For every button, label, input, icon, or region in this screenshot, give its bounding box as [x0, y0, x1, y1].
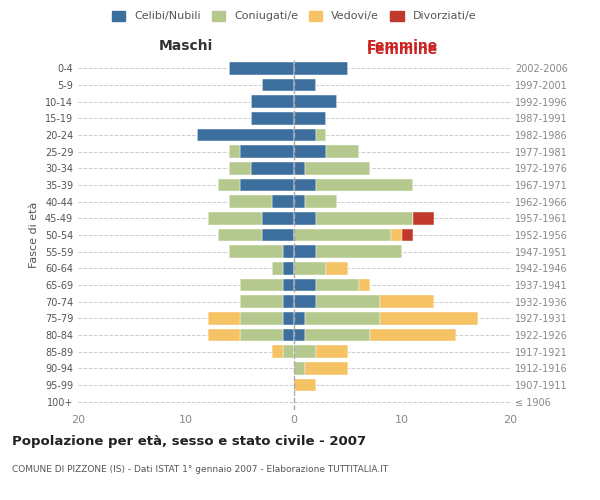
Bar [262, 212, 294, 224]
Bar [294, 379, 316, 391]
Bar [359, 279, 370, 291]
Bar [251, 112, 294, 124]
Bar [326, 146, 359, 158]
Bar [294, 346, 316, 358]
Bar [316, 212, 413, 224]
Bar [402, 229, 413, 241]
Bar [240, 296, 283, 308]
Bar [283, 329, 294, 341]
Bar [208, 212, 262, 224]
Bar [380, 296, 434, 308]
Bar [262, 229, 294, 241]
Bar [294, 246, 316, 258]
Bar [316, 296, 380, 308]
Bar [240, 179, 294, 192]
Text: Femmine: Femmine [367, 38, 437, 52]
Bar [229, 196, 272, 208]
Bar [208, 329, 240, 341]
Bar [294, 146, 326, 158]
Bar [218, 179, 240, 192]
Bar [229, 146, 240, 158]
Bar [294, 362, 305, 374]
Bar [272, 262, 283, 274]
Bar [326, 262, 348, 274]
Text: COMUNE DI PIZZONE (IS) - Dati ISTAT 1° gennaio 2007 - Elaborazione TUTTITALIA.IT: COMUNE DI PIZZONE (IS) - Dati ISTAT 1° g… [12, 465, 388, 474]
Bar [294, 212, 316, 224]
Bar [380, 312, 478, 324]
Bar [294, 262, 326, 274]
Text: Maschi: Maschi [159, 38, 213, 52]
Bar [283, 296, 294, 308]
Bar [316, 129, 326, 141]
Bar [294, 329, 305, 341]
Bar [294, 129, 316, 141]
Bar [305, 362, 348, 374]
Bar [316, 279, 359, 291]
Bar [283, 279, 294, 291]
Bar [391, 229, 402, 241]
Bar [229, 62, 294, 74]
Bar [283, 346, 294, 358]
Bar [240, 279, 283, 291]
Legend: Celibi/Nubili, Coniugati/e, Vedovi/e, Divorziati/e: Celibi/Nubili, Coniugati/e, Vedovi/e, Di… [112, 10, 476, 22]
Bar [262, 79, 294, 92]
Bar [197, 129, 294, 141]
Bar [229, 246, 283, 258]
Text: Femmine: Femmine [367, 42, 437, 56]
Bar [294, 296, 316, 308]
Bar [305, 196, 337, 208]
Bar [316, 179, 413, 192]
Bar [294, 112, 326, 124]
Bar [240, 146, 294, 158]
Bar [316, 246, 402, 258]
Bar [305, 162, 370, 174]
Bar [294, 229, 391, 241]
Bar [370, 329, 456, 341]
Bar [229, 162, 251, 174]
Bar [272, 196, 294, 208]
Bar [251, 162, 294, 174]
Bar [294, 279, 316, 291]
Bar [294, 312, 305, 324]
Bar [240, 312, 283, 324]
Bar [294, 179, 316, 192]
Bar [240, 329, 283, 341]
Bar [272, 346, 283, 358]
Bar [283, 246, 294, 258]
Bar [218, 229, 262, 241]
Bar [283, 312, 294, 324]
Bar [283, 262, 294, 274]
Bar [208, 312, 240, 324]
Bar [294, 79, 316, 92]
Bar [251, 96, 294, 108]
Bar [294, 62, 348, 74]
Text: Popolazione per età, sesso e stato civile - 2007: Popolazione per età, sesso e stato civil… [12, 435, 366, 448]
Bar [305, 329, 370, 341]
Bar [294, 162, 305, 174]
Bar [294, 96, 337, 108]
Y-axis label: Fasce di età: Fasce di età [29, 202, 39, 268]
Bar [305, 312, 380, 324]
Bar [316, 346, 348, 358]
Bar [294, 196, 305, 208]
Bar [413, 212, 434, 224]
